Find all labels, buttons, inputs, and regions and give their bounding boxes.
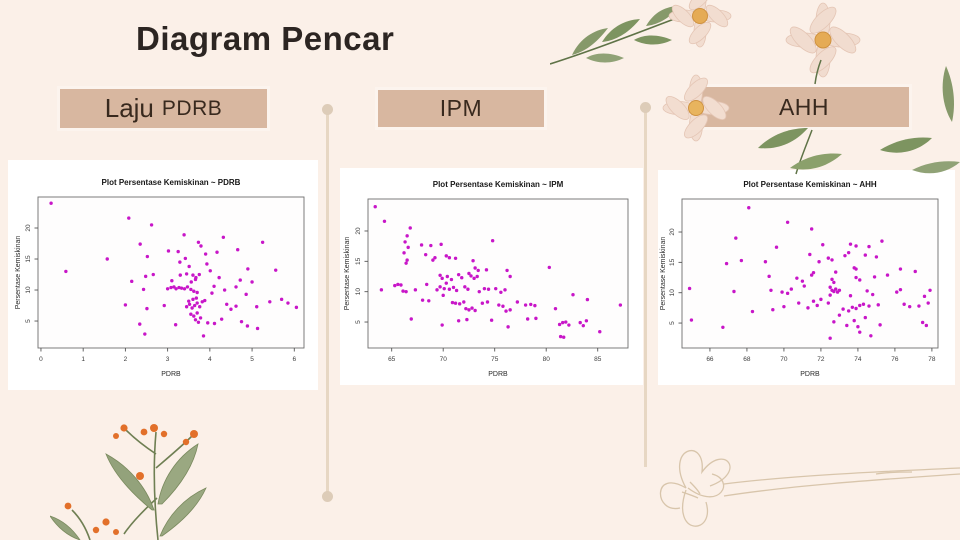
svg-text:1: 1: [81, 356, 85, 363]
chart-card-ipm: 65 70 75 80 85 5 10 15 20 Plot Persentase Kemiski…: [340, 168, 643, 385]
chip-text-ipm: IPM: [439, 95, 483, 121]
floral-decoration-bottom-left: [50, 424, 207, 540]
berry-cluster-icon: [64, 424, 198, 535]
chip-text-laju: Laju: [104, 93, 154, 123]
daisy-flower-icon: [785, 2, 861, 78]
svg-text:20: 20: [669, 228, 676, 236]
scatter-plot-ahh: 66 68 70 72 74 76 78 5 10 15 20 Plot Persentase Kem…: [660, 180, 939, 378]
timeline-divider-left: [326, 109, 329, 497]
svg-text:0: 0: [39, 356, 43, 363]
svg-text:Plot Persentase Kemiskinan ~ A: Plot Persentase Kemiskinan ~ AHH: [743, 180, 877, 189]
svg-text:5: 5: [355, 320, 362, 324]
svg-text:10: 10: [25, 286, 32, 294]
svg-text:Persentase Kemiskinan: Persentase Kemiskinan: [660, 237, 667, 311]
label-chip-laju-pdrb: Laju PDRB: [60, 89, 267, 128]
timeline-node-top-left: [322, 104, 333, 115]
scatter-plot-ipm: 65 70 75 80 85 5 10 15 20 Plot Persentase Kemiski…: [344, 180, 629, 378]
svg-text:3: 3: [166, 356, 170, 363]
svg-text:5: 5: [25, 319, 32, 323]
flower-sketch-decoration-bottom-right: [659, 449, 960, 527]
svg-text:74: 74: [854, 356, 862, 363]
svg-text:4: 4: [208, 356, 212, 363]
chip-text-pdrb: PDRB: [161, 96, 223, 120]
label-chip-ahh: AHH: [699, 87, 909, 127]
flower-stem-icon: [814, 59, 822, 85]
svg-text:2: 2: [124, 356, 128, 363]
daisy-flower-icon: [668, 0, 732, 48]
svg-text:72: 72: [817, 356, 825, 363]
svg-text:Plot Persentase Kemiskinan ~ P: Plot Persentase Kemiskinan ~ PDRB: [102, 178, 241, 187]
svg-text:20: 20: [355, 227, 362, 235]
svg-text:10: 10: [355, 288, 362, 296]
svg-text:Persentase Kemiskinan: Persentase Kemiskinan: [15, 236, 22, 310]
svg-text:Plot Persentase Kemiskinan ~ I: Plot Persentase Kemiskinan ~ IPM: [433, 180, 564, 189]
chart-card-ahh: 66 68 70 72 74 76 78 5 10 15 20 Plot Persentase Kem…: [658, 170, 955, 385]
flower-stem-icon: [795, 129, 813, 175]
svg-text:15: 15: [25, 255, 32, 263]
timeline-divider-right: [644, 107, 647, 467]
timeline-node-bottom-left: [322, 491, 333, 502]
svg-text:78: 78: [928, 356, 936, 363]
svg-text:65: 65: [388, 356, 396, 363]
svg-text:Persentase Kemiskinan: Persentase Kemiskinan: [344, 237, 351, 311]
svg-text:80: 80: [543, 356, 551, 363]
svg-text:75: 75: [491, 356, 499, 363]
svg-text:PDRB: PDRB: [161, 371, 181, 378]
branch-with-leaves-icon: [550, 6, 699, 65]
chart-card-pdrb: 0 1 2 3 4 5 6 5 10 15 20 Plot Persentase Kemiskinan…: [8, 160, 318, 390]
svg-text:70: 70: [780, 356, 788, 363]
svg-text:85: 85: [594, 356, 602, 363]
svg-text:66: 66: [706, 356, 714, 363]
svg-text:PDRB: PDRB: [488, 371, 508, 378]
chip-text-ahh: AHH: [778, 93, 830, 120]
plant-stem-icon: [71, 429, 193, 540]
svg-text:5: 5: [669, 321, 676, 325]
scatter-plot-pdrb: 0 1 2 3 4 5 6 5 10 15 20 Plot Persentase Kemiskinan…: [15, 178, 305, 378]
svg-text:6: 6: [292, 356, 296, 363]
svg-text:70: 70: [440, 356, 448, 363]
svg-text:20: 20: [25, 224, 32, 232]
flower-sketch-icon: [659, 449, 960, 527]
svg-text:5: 5: [250, 356, 254, 363]
svg-text:76: 76: [891, 356, 899, 363]
page-title: Diagram Pencar: [136, 20, 395, 57]
timeline-node-top-right: [640, 102, 651, 113]
svg-text:15: 15: [355, 257, 362, 265]
svg-text:68: 68: [743, 356, 751, 363]
svg-text:PDRB: PDRB: [800, 371, 820, 378]
svg-text:15: 15: [669, 258, 676, 266]
svg-text:10: 10: [669, 289, 676, 297]
label-chip-ipm: IPM: [378, 90, 544, 127]
plant-leaf-icon: [50, 443, 207, 540]
